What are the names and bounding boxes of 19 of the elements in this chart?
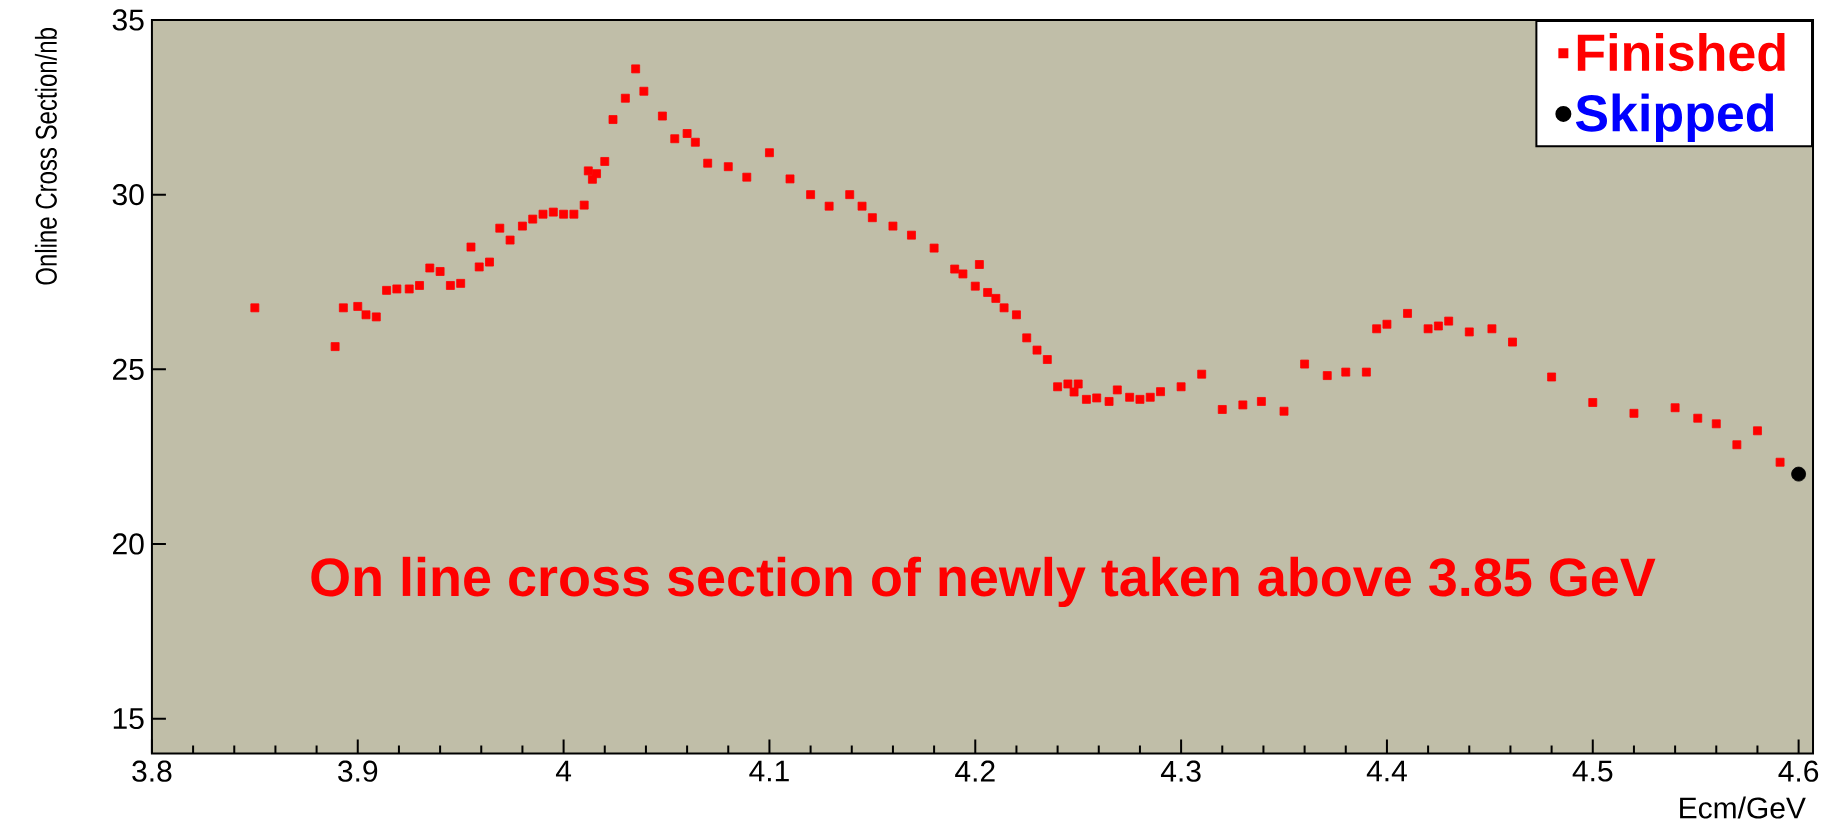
- x-tick-label: 3.8: [132, 760, 172, 783]
- y-tick-label: 35: [112, 9, 144, 31]
- y-tick-label: 25: [113, 358, 144, 381]
- x-tick-label: 4.3: [1160, 760, 1201, 783]
- x-tick-label: 4.1: [749, 760, 789, 782]
- y-axis-title: Online Cross Section/nb: [34, 28, 57, 285]
- legend-label: Skipped: [1575, 93, 1774, 143]
- x-tick-label: 4.2: [955, 760, 995, 782]
- y-tick-label: 20: [113, 533, 144, 555]
- annotation: On line cross section of newly taken above 3.85 GeV: [311, 557, 1656, 608]
- x-axis-title: Ecm/GeV: [1680, 796, 1806, 819]
- y-tick-label: 15: [113, 708, 144, 730]
- legend-label: Finished: [1577, 33, 1785, 72]
- x-tick-label: 4.5: [1572, 760, 1613, 782]
- x-tick-label: 4.6: [1778, 760, 1819, 783]
- x-tick-label: 4: [555, 760, 572, 782]
- y-tick-label: 30: [112, 184, 144, 206]
- x-tick-label: 4.4: [1366, 760, 1407, 782]
- x-tick-label: 3.9: [338, 760, 378, 783]
